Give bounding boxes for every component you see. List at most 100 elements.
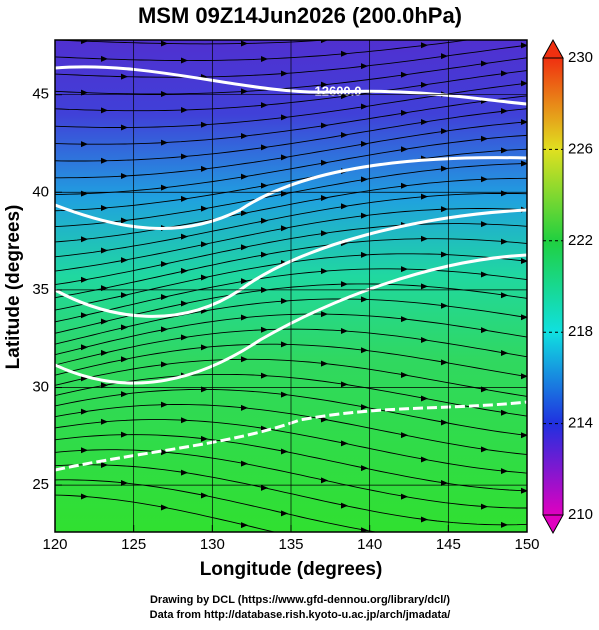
streamline-arrow xyxy=(101,462,108,469)
streamline-arrow xyxy=(401,146,408,153)
streamline-arrow xyxy=(321,416,328,423)
streamline-arrow xyxy=(261,55,268,62)
x-tick-label: 120 xyxy=(42,536,67,553)
streamline-arrow xyxy=(441,251,448,258)
streamline-arrow xyxy=(241,244,248,251)
streamline-arrow xyxy=(481,327,488,334)
streamline-arrow xyxy=(521,80,527,87)
streamline xyxy=(55,449,527,509)
streamline-arrow xyxy=(401,31,408,37)
streamline-arrow xyxy=(281,341,288,348)
streamline-arrow xyxy=(281,154,288,161)
streamline-arrow xyxy=(481,555,488,561)
streamline-arrow xyxy=(481,503,488,510)
streamline-arrow xyxy=(501,70,508,77)
streamline-arrow xyxy=(501,32,508,38)
streamline-arrow xyxy=(261,144,268,151)
streamline-arrow xyxy=(401,266,408,273)
streamline-arrow xyxy=(241,173,248,180)
streamline xyxy=(55,268,527,323)
streamline xyxy=(55,419,527,474)
streamline-arrow xyxy=(121,324,128,331)
streamline xyxy=(55,57,527,95)
colorbar-tick-label: 230 xyxy=(568,49,593,66)
streamline xyxy=(55,313,527,356)
streamline-arrow xyxy=(161,361,168,368)
streamline-arrow xyxy=(421,456,428,463)
streamline-arrow xyxy=(321,159,328,166)
streamline-arrow xyxy=(181,469,188,476)
streamline-arrow xyxy=(421,235,428,242)
streamline-arrow xyxy=(101,418,108,425)
streamline-arrow xyxy=(261,217,268,224)
streamline-arrow xyxy=(161,326,168,333)
streamline-arrow xyxy=(241,88,248,95)
streamline-arrow xyxy=(441,480,448,487)
streamline-arrow xyxy=(181,300,188,307)
streamline-arrow xyxy=(341,502,348,509)
streamline-arrow xyxy=(401,372,408,379)
streamline xyxy=(55,192,527,258)
streamline xyxy=(55,95,527,145)
streamline-arrow xyxy=(81,312,88,319)
streamline xyxy=(55,40,334,45)
streamline-arrow xyxy=(501,238,508,245)
streamline-arrow xyxy=(321,477,328,484)
streamline-arrow xyxy=(321,360,328,367)
streamline-arrow xyxy=(481,21,488,27)
streamline-arrow xyxy=(521,314,527,321)
streamline-arrow xyxy=(161,293,168,300)
streamline-arrow xyxy=(181,267,188,274)
streamline-arrow xyxy=(101,349,108,356)
streamline-arrow xyxy=(121,73,128,80)
streamline-arrow xyxy=(261,182,268,189)
streamline-arrow xyxy=(161,449,168,456)
contour-label: 12600.0 xyxy=(315,83,362,98)
colorbar-tick-label: 210 xyxy=(568,506,593,523)
streamline-arrow xyxy=(521,373,527,380)
x-tick-label: 135 xyxy=(278,536,303,553)
streamline xyxy=(55,404,527,455)
streamline-arrow xyxy=(361,296,368,303)
streamline-arrow xyxy=(401,71,408,78)
y-tick-label: 35 xyxy=(32,281,49,298)
streamline xyxy=(55,223,527,286)
streamline-arrow xyxy=(121,292,128,299)
streamline-arrow xyxy=(121,217,128,224)
streamline-arrow xyxy=(401,109,408,116)
streamline-arrow xyxy=(121,356,128,363)
y-tick-label: 30 xyxy=(32,378,49,395)
streamline-arrow xyxy=(101,55,108,62)
colorbar xyxy=(542,57,564,516)
streamline-arrow xyxy=(501,521,508,528)
contours xyxy=(55,65,527,472)
streamline xyxy=(55,148,527,212)
streamline-arrow xyxy=(321,311,328,318)
streamline-arrow xyxy=(181,417,188,424)
streamline-arrow xyxy=(441,302,448,309)
streamline-arrow xyxy=(261,326,268,333)
streamline-arrow xyxy=(181,233,188,240)
streamline-arrow xyxy=(181,106,188,113)
streamlines xyxy=(55,21,527,561)
colorbar-tick-label: 218 xyxy=(568,323,593,340)
streamline-arrow xyxy=(241,404,248,411)
streamline xyxy=(55,283,527,334)
streamline-arrow xyxy=(521,119,527,126)
streamline-arrow xyxy=(521,160,527,167)
streamline-arrow xyxy=(401,493,408,500)
streamline xyxy=(55,177,527,243)
streamline-arrow xyxy=(361,212,368,219)
footer-line: Drawing by DCL (https://www.gfd-dennou.o… xyxy=(150,594,450,606)
streamline-arrow xyxy=(341,203,348,210)
streamline-arrow xyxy=(361,140,368,147)
streamline-arrow xyxy=(281,114,288,121)
streamline-arrow xyxy=(421,42,428,49)
streamline-arrow xyxy=(321,122,328,129)
streamline-arrow xyxy=(121,172,128,179)
streamline-arrow xyxy=(441,206,448,213)
streamline-arrow xyxy=(341,131,348,138)
streamline-arrow xyxy=(361,63,368,70)
streamline-arrow xyxy=(501,292,508,299)
